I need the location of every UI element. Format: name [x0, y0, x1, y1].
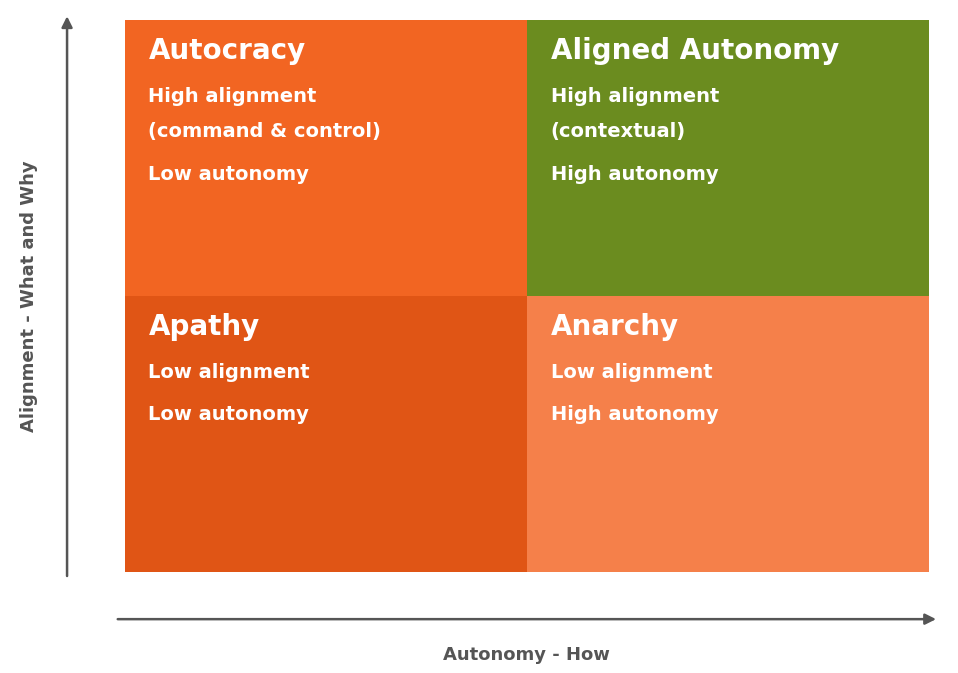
Text: Apathy: Apathy [148, 313, 260, 341]
Text: Anarchy: Anarchy [551, 313, 679, 341]
Text: Low alignment: Low alignment [551, 363, 713, 382]
Text: (contextual): (contextual) [551, 122, 686, 141]
Text: Low alignment: Low alignment [148, 363, 310, 382]
Text: Autonomy - How: Autonomy - How [444, 646, 610, 664]
Text: High autonomy: High autonomy [551, 405, 718, 424]
Bar [527, 20, 929, 296]
Text: Alignment - What and Why: Alignment - What and Why [20, 160, 37, 432]
Text: Autocracy: Autocracy [148, 37, 306, 65]
Bar [125, 20, 527, 296]
Bar [527, 296, 929, 572]
Text: Aligned Autonomy: Aligned Autonomy [551, 37, 839, 65]
Text: High alignment: High alignment [551, 87, 719, 106]
Bar [125, 296, 527, 572]
Text: (command & control): (command & control) [148, 122, 381, 141]
Text: High alignment: High alignment [148, 87, 317, 106]
Text: High autonomy: High autonomy [551, 165, 718, 184]
Text: Low autonomy: Low autonomy [148, 405, 309, 424]
Text: Low autonomy: Low autonomy [148, 165, 309, 184]
